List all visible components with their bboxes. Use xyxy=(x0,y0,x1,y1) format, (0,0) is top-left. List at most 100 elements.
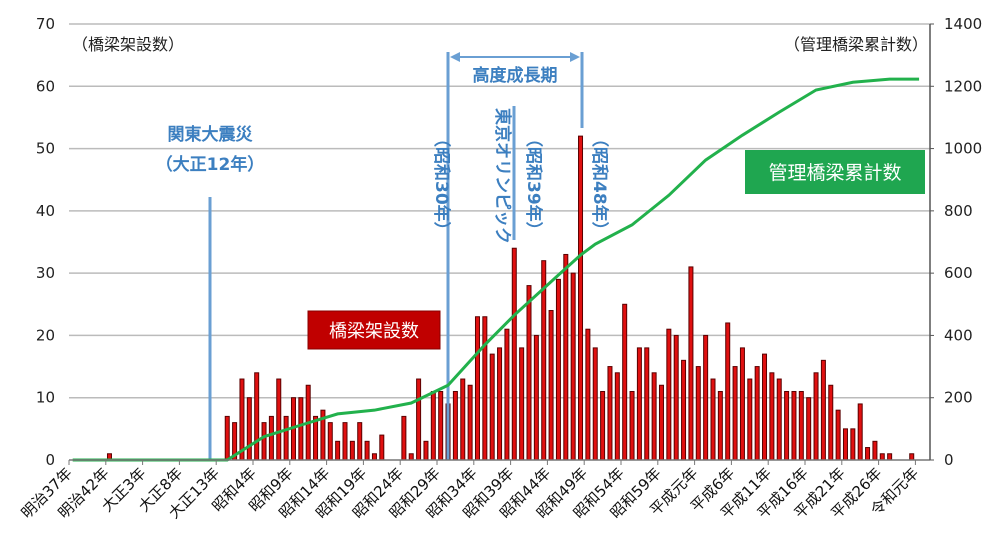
bar xyxy=(239,378,245,461)
bar xyxy=(474,316,480,461)
growth-label: 高度成長期 xyxy=(473,65,558,86)
bar xyxy=(806,397,812,461)
bar xyxy=(430,390,436,461)
bar xyxy=(497,347,503,461)
bar xyxy=(820,359,826,461)
bar xyxy=(408,453,414,461)
bar xyxy=(909,453,915,461)
bar xyxy=(710,378,716,461)
bar xyxy=(268,415,274,461)
bar xyxy=(695,366,701,461)
y2-tick-label: 600 xyxy=(944,264,973,282)
y-tick-label: 40 xyxy=(36,202,55,220)
bar xyxy=(754,366,760,461)
y2-tick-label: 1200 xyxy=(944,77,982,95)
bar xyxy=(570,272,576,461)
bar xyxy=(548,310,554,461)
bar xyxy=(585,328,591,461)
s39-label: （昭和39年） xyxy=(523,130,544,239)
earthquake-label: 関東大震災 xyxy=(168,124,254,145)
y-tick-label: 10 xyxy=(36,389,55,407)
y-tick-label: 50 xyxy=(36,140,55,158)
bar xyxy=(673,334,679,461)
y2-tick-label: 400 xyxy=(944,326,973,344)
y2-tick-label: 0 xyxy=(944,451,954,469)
bar xyxy=(614,372,620,461)
y-axis-label: （橋梁架設数） xyxy=(72,35,184,54)
s48-label: （昭和48年） xyxy=(589,130,610,239)
y2-tick-label: 200 xyxy=(944,389,973,407)
bar xyxy=(313,415,319,461)
bar xyxy=(828,384,834,461)
bar xyxy=(371,453,377,461)
bar xyxy=(636,347,642,461)
bar xyxy=(261,422,267,461)
bar xyxy=(519,347,525,461)
bar xyxy=(563,253,569,461)
bar xyxy=(681,359,687,461)
y2-tick-label: 1400 xyxy=(944,15,982,33)
annotations: 関東大震災 （大正12年） 高度成長期 （昭和30年） 東京オリンピック （昭和… xyxy=(156,52,610,460)
bar xyxy=(732,366,738,461)
y-tick-label: 20 xyxy=(36,326,55,344)
bar xyxy=(438,390,444,461)
bar xyxy=(739,347,745,461)
bar-legend-box xyxy=(307,310,441,350)
bar xyxy=(872,440,878,461)
bar xyxy=(798,390,804,461)
bar xyxy=(607,366,613,461)
y2-tick-label: 1000 xyxy=(944,140,982,158)
bar xyxy=(658,384,664,461)
bar xyxy=(717,390,723,461)
bar xyxy=(423,440,429,461)
arrow-right-icon xyxy=(570,52,580,62)
line-legend-label: 管理橋梁累計数 xyxy=(768,162,901,184)
bar xyxy=(600,390,606,461)
bar xyxy=(784,390,790,461)
bar xyxy=(364,440,370,461)
bar xyxy=(703,334,709,461)
arrow-left-icon xyxy=(450,52,460,62)
bar xyxy=(452,390,458,461)
bar xyxy=(747,378,753,461)
bar xyxy=(629,390,635,461)
bar xyxy=(688,266,694,461)
bar xyxy=(850,428,856,461)
y-tick-label: 30 xyxy=(36,264,55,282)
bar xyxy=(327,422,333,461)
bar xyxy=(857,403,863,461)
cumulative-line xyxy=(72,77,920,462)
bar xyxy=(769,372,775,461)
y-tick-label: 0 xyxy=(45,451,55,469)
bar xyxy=(349,440,355,461)
bar xyxy=(592,347,598,461)
olympic-label: 東京オリンピック xyxy=(492,108,513,244)
bar xyxy=(776,378,782,461)
bar xyxy=(578,135,584,461)
bar xyxy=(283,415,289,461)
bar xyxy=(835,409,841,461)
bar xyxy=(401,415,407,461)
y2-axis-label: （管理橋梁累計数） xyxy=(784,35,928,54)
bar xyxy=(865,447,871,461)
bar xyxy=(246,397,252,461)
bar xyxy=(342,422,348,461)
bar xyxy=(887,453,893,461)
bar xyxy=(879,453,885,461)
bar xyxy=(489,353,495,461)
bar xyxy=(460,378,466,461)
bar-legend-label: 橋梁架設数 xyxy=(329,321,419,342)
bar xyxy=(224,415,230,461)
earthquake-year: （大正12年） xyxy=(156,154,265,175)
y-tick-label: 70 xyxy=(36,15,55,33)
bar xyxy=(842,428,848,461)
bar xyxy=(555,278,561,461)
bar xyxy=(276,378,282,461)
bar xyxy=(504,328,510,461)
y2-tick-label: 800 xyxy=(944,202,973,220)
bar xyxy=(762,353,768,461)
bar xyxy=(467,384,473,461)
bar xyxy=(526,285,532,461)
y-tick-label: 60 xyxy=(36,77,55,95)
